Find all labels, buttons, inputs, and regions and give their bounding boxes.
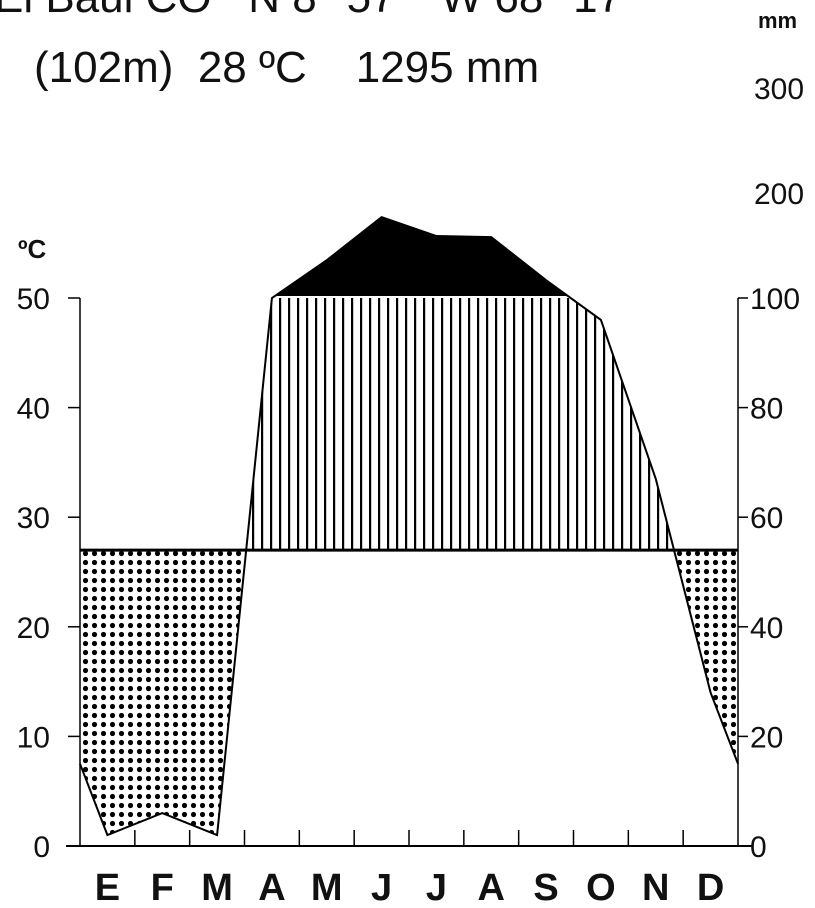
month-label: J — [426, 867, 447, 908]
y2-tick-label: 60 — [750, 502, 783, 535]
y2-tick-label: 100 — [750, 283, 800, 316]
y2-tick-label: 80 — [750, 393, 783, 426]
month-label: O — [586, 867, 616, 908]
month-label: S — [533, 867, 558, 908]
month-label: A — [478, 867, 505, 908]
y2-tick-label: 200 — [754, 178, 804, 211]
month-label: D — [697, 867, 724, 908]
month-label: F — [151, 867, 174, 908]
month-label: M — [201, 867, 233, 908]
y2-tick-label: 300 — [754, 73, 804, 106]
y2-tick-label: 0 — [750, 831, 767, 864]
month-label: N — [642, 867, 669, 908]
y2-tick-label: 20 — [750, 721, 783, 754]
y-tick-label: 30 — [17, 502, 50, 535]
month-label: J — [371, 867, 392, 908]
month-label: E — [95, 867, 120, 908]
y-tick-label: 50 — [17, 283, 50, 316]
chart-title: El Baul CO N 8° 57' W 68° 17' — [0, 0, 630, 22]
chart-subtitle: (102m) 28 ºC 1295 mm — [34, 43, 539, 92]
y-tick-label: 20 — [17, 612, 50, 645]
y-tick-label: 40 — [17, 393, 50, 426]
precipitation-line — [79, 216, 739, 837]
month-label: A — [258, 867, 285, 908]
month-label: M — [311, 867, 343, 908]
y2-axis-label: mm — [758, 8, 797, 33]
y-tick-label: 0 — [33, 831, 50, 864]
y-tick-label: 10 — [17, 721, 50, 754]
y2-tick-label: 40 — [750, 612, 783, 645]
y-axis-label: ºC — [18, 234, 46, 264]
